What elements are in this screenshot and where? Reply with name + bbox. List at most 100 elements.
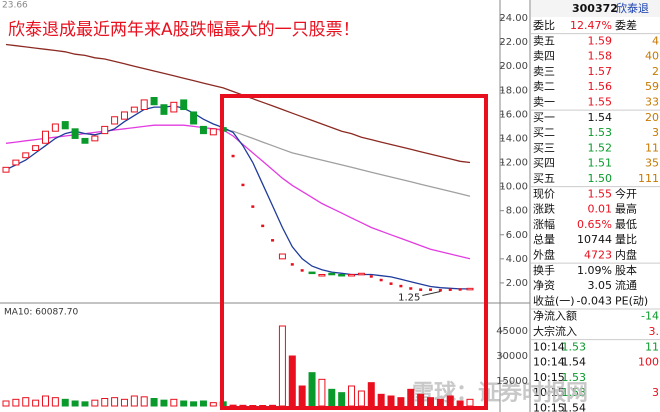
candle <box>261 224 265 228</box>
candle <box>458 288 462 291</box>
row-value: 1.55 <box>588 187 613 200</box>
volume-bar <box>367 382 375 407</box>
row-label: 最高 <box>615 202 637 216</box>
volume-bar <box>318 378 326 407</box>
row-value: 3.05 <box>588 279 613 292</box>
row-label: 卖二 <box>533 80 555 93</box>
candle <box>120 111 128 120</box>
row-label: 买一 <box>533 111 555 124</box>
row-value: 1.09% <box>577 264 612 277</box>
row-volume: 2 <box>652 65 659 78</box>
candle <box>61 121 69 130</box>
y-tick-label: 18.00 <box>499 85 528 96</box>
row-volume: 11 <box>645 141 659 154</box>
headline: 欣泰退成最近两年来A股跌幅最大的一只股票！ <box>8 20 360 40</box>
candle <box>438 289 442 292</box>
volume-bar <box>209 402 217 407</box>
row-value: 1.54 <box>562 356 587 369</box>
row-value: 0.01 <box>588 203 613 216</box>
row-label: 委比 <box>533 19 555 32</box>
row-value: 1.54 <box>588 111 613 124</box>
volume-bar <box>407 388 415 407</box>
row-label: 买四 <box>533 157 555 170</box>
row-label: PE(动) <box>615 294 648 307</box>
volume-bar <box>111 397 119 407</box>
row-value: 3. <box>649 325 660 338</box>
row-value: 1.54 <box>562 402 587 412</box>
y-tick-label: 2.00 <box>506 278 528 289</box>
volume-bar <box>91 399 99 407</box>
candle <box>180 99 188 111</box>
row-label: 买五 <box>533 172 555 185</box>
row-volume: 4 <box>652 34 659 47</box>
row-label: 卖五 <box>533 34 555 47</box>
candle <box>389 282 393 285</box>
row-label: 卖四 <box>533 50 555 63</box>
candle <box>429 288 433 291</box>
candle <box>271 239 275 242</box>
volume-bar <box>140 396 148 407</box>
candle <box>170 101 178 113</box>
row-label: 卖一 <box>533 96 555 109</box>
y-tick-label: 8.00 <box>506 206 528 217</box>
row-volume: 100 <box>638 356 659 369</box>
candle <box>51 123 59 132</box>
volume-bar <box>120 398 128 407</box>
stock-name: 欣泰退 <box>616 1 649 15</box>
volume-bar <box>427 397 435 407</box>
row-value: 12.47% <box>570 19 612 32</box>
volume-bar <box>199 400 207 407</box>
row-value: -0.043 <box>577 294 612 307</box>
row-label: 总量 <box>533 232 555 246</box>
stock-code: 300372 <box>572 2 618 15</box>
candle <box>71 128 79 139</box>
candle <box>231 154 235 158</box>
y-tick-label: 45000 <box>496 326 528 337</box>
row-label: 10:15 <box>533 386 565 399</box>
volume-bar <box>150 398 158 407</box>
y-tick-label: 15000 <box>496 376 528 387</box>
row-value: -14 <box>641 310 659 323</box>
row-value: 10744 <box>577 233 612 246</box>
volume-bar <box>12 398 20 407</box>
volume-bar <box>71 400 79 407</box>
row-value: 0.65% <box>577 218 612 231</box>
volume-bar <box>436 398 444 407</box>
volume-bar <box>298 385 306 407</box>
candle <box>399 284 403 288</box>
ma-line <box>5 43 471 164</box>
row-volume: 59 <box>645 80 659 93</box>
candle <box>466 287 474 291</box>
row-label: 净流入额 <box>533 309 577 323</box>
candle <box>150 97 158 106</box>
row-value: 1.53 <box>588 126 613 139</box>
volume-bar <box>387 395 395 407</box>
candle <box>338 273 346 277</box>
volume-bar <box>397 397 405 407</box>
candle <box>328 272 336 276</box>
row-label: 外盘 <box>533 248 555 262</box>
row-value: 4723 <box>584 249 612 262</box>
row-value: 1.53 <box>562 340 587 353</box>
row-label: 今开 <box>615 186 637 200</box>
volume-bar <box>81 401 89 407</box>
row-label: 10:14 <box>533 356 565 369</box>
annotation-leader <box>422 291 441 297</box>
row-label: 10:15 <box>533 402 565 412</box>
volume-bar <box>130 395 138 407</box>
row-value: 1.56 <box>588 80 613 93</box>
candle <box>348 273 356 277</box>
row-label: 流通 <box>615 278 637 292</box>
candle <box>2 166 10 173</box>
y-tick-label: 20.00 <box>499 61 528 72</box>
y-tick-label: 16.00 <box>499 109 528 120</box>
candle <box>81 137 89 144</box>
volume-bar <box>22 397 30 407</box>
y-tick-label: 6.00 <box>506 230 528 241</box>
volume-bar <box>249 405 257 407</box>
row-label: 内盘 <box>615 248 637 262</box>
row-label: 10:14 <box>533 340 565 353</box>
volume-bar <box>357 390 365 407</box>
